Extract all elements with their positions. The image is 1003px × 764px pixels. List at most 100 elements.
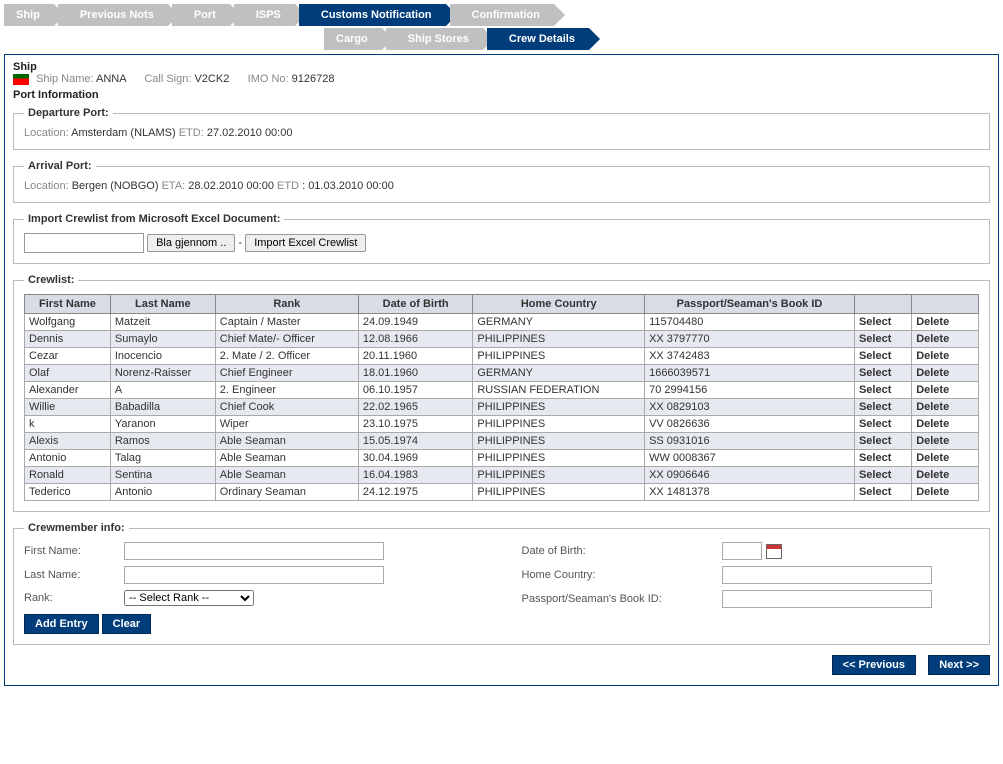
table-header-blank — [854, 295, 911, 314]
table-cell: PHILIPPINES — [473, 433, 645, 450]
delete-link[interactable]: Delete — [912, 484, 979, 501]
select-link[interactable]: Select — [854, 416, 911, 433]
table-cell: RUSSIAN FEDERATION — [473, 382, 645, 399]
breadcrumb-step[interactable]: Cargo — [324, 28, 382, 50]
first-name-label: First Name: — [24, 545, 124, 557]
table-cell: 70 2994156 — [645, 382, 855, 399]
table-cell: Ramos — [110, 433, 215, 450]
table-cell: 12.08.1966 — [358, 331, 472, 348]
table-cell: Olaf — [25, 365, 111, 382]
table-cell: Sumaylo — [110, 331, 215, 348]
rank-label: Rank: — [24, 592, 124, 604]
table-cell: 24.12.1975 — [358, 484, 472, 501]
select-link[interactable]: Select — [854, 450, 911, 467]
select-link[interactable]: Select — [854, 399, 911, 416]
table-cell: 06.10.1957 — [358, 382, 472, 399]
breadcrumb-step[interactable]: Customs Notification — [299, 4, 446, 26]
import-excel-button[interactable]: Import Excel Crewlist — [245, 234, 366, 252]
arrival-port-fieldset: Arrival Port: Location: Bergen (NOBGO) E… — [13, 160, 990, 203]
rank-select[interactable]: -- Select Rank -- — [124, 590, 254, 606]
departure-legend: Departure Port: — [24, 107, 113, 119]
table-cell: Able Seaman — [215, 433, 358, 450]
delete-link[interactable]: Delete — [912, 348, 979, 365]
select-link[interactable]: Select — [854, 331, 911, 348]
file-path-input[interactable] — [24, 233, 144, 253]
table-cell: Wolfgang — [25, 314, 111, 331]
arr-etd: 01.03.2010 00:00 — [308, 180, 394, 192]
delete-link[interactable]: Delete — [912, 314, 979, 331]
breadcrumb-step[interactable]: Confirmation — [450, 4, 554, 26]
delete-link[interactable]: Delete — [912, 399, 979, 416]
select-link[interactable]: Select — [854, 467, 911, 484]
table-row: RonaldSentinaAble Seaman16.04.1983PHILIP… — [25, 467, 979, 484]
callsign: V2CK2 — [194, 73, 229, 85]
country-label: Home Country: — [522, 569, 722, 581]
table-cell: Antonio — [25, 450, 111, 467]
table-cell: Captain / Master — [215, 314, 358, 331]
breadcrumb-step[interactable]: Port — [172, 4, 230, 26]
clear-button[interactable]: Clear — [102, 614, 152, 634]
previous-button[interactable]: << Previous — [832, 655, 916, 675]
delete-link[interactable]: Delete — [912, 450, 979, 467]
flag-icon — [13, 74, 29, 85]
select-link[interactable]: Select — [854, 484, 911, 501]
calendar-icon[interactable] — [766, 544, 782, 559]
table-header: Last Name — [110, 295, 215, 314]
breadcrumb-step[interactable]: Previous Nots — [58, 4, 168, 26]
table-cell: 18.01.1960 — [358, 365, 472, 382]
table-cell: PHILIPPINES — [473, 348, 645, 365]
table-cell: 30.04.1969 — [358, 450, 472, 467]
breadcrumb-step[interactable]: Ship Stores — [386, 28, 483, 50]
arr-loc: Bergen (NOBGO) — [72, 180, 159, 192]
table-cell: Chief Mate/- Officer — [215, 331, 358, 348]
table-cell: XX 0829103 — [645, 399, 855, 416]
table-cell: PHILIPPINES — [473, 450, 645, 467]
table-cell: Able Seaman — [215, 467, 358, 484]
delete-link[interactable]: Delete — [912, 416, 979, 433]
delete-link[interactable]: Delete — [912, 331, 979, 348]
delete-link[interactable]: Delete — [912, 382, 979, 399]
passport-field[interactable] — [722, 590, 932, 608]
table-cell: Sentina — [110, 467, 215, 484]
table-cell: Talag — [110, 450, 215, 467]
select-link[interactable]: Select — [854, 382, 911, 399]
dob-field[interactable] — [722, 542, 762, 560]
delete-link[interactable]: Delete — [912, 365, 979, 382]
arrival-legend: Arrival Port: — [24, 160, 96, 172]
select-link[interactable]: Select — [854, 433, 911, 450]
table-cell: Babadilla — [110, 399, 215, 416]
imo-label: IMO No: — [248, 73, 289, 85]
select-link[interactable]: Select — [854, 314, 911, 331]
select-link[interactable]: Select — [854, 348, 911, 365]
table-cell: Chief Cook — [215, 399, 358, 416]
country-field[interactable] — [722, 566, 932, 584]
table-cell: 16.04.1983 — [358, 467, 472, 484]
table-row: AntonioTalagAble Seaman30.04.1969PHILIPP… — [25, 450, 979, 467]
delete-link[interactable]: Delete — [912, 433, 979, 450]
select-link[interactable]: Select — [854, 365, 911, 382]
crewmember-legend: Crewmember info: — [24, 522, 129, 534]
table-header-row: First NameLast NameRankDate of BirthHome… — [25, 295, 979, 314]
first-name-field[interactable] — [124, 542, 384, 560]
table-cell: Alexis — [25, 433, 111, 450]
table-cell: Antonio — [110, 484, 215, 501]
callsign-label: Call Sign: — [144, 73, 191, 85]
table-cell: A — [110, 382, 215, 399]
delete-link[interactable]: Delete — [912, 467, 979, 484]
table-cell: Cezar — [25, 348, 111, 365]
table-row: DennisSumayloChief Mate/- Officer12.08.1… — [25, 331, 979, 348]
browse-button[interactable]: Bla gjennom .. — [147, 234, 235, 252]
next-button[interactable]: Next >> — [928, 655, 990, 675]
table-cell: 22.02.1965 — [358, 399, 472, 416]
table-cell: XX 3797770 — [645, 331, 855, 348]
crewlist-fieldset: Crewlist: First NameLast NameRankDate of… — [13, 274, 990, 512]
add-entry-button[interactable]: Add Entry — [24, 614, 99, 634]
breadcrumb-step[interactable]: ISPS — [234, 4, 295, 26]
table-cell: GERMANY — [473, 365, 645, 382]
dep-etd-label: ETD: — [179, 127, 204, 139]
last-name-field[interactable] — [124, 566, 384, 584]
table-cell: Able Seaman — [215, 450, 358, 467]
table-cell: 20.11.1960 — [358, 348, 472, 365]
breadcrumb-step[interactable]: Ship — [4, 4, 54, 26]
breadcrumb-step[interactable]: Crew Details — [487, 28, 589, 50]
